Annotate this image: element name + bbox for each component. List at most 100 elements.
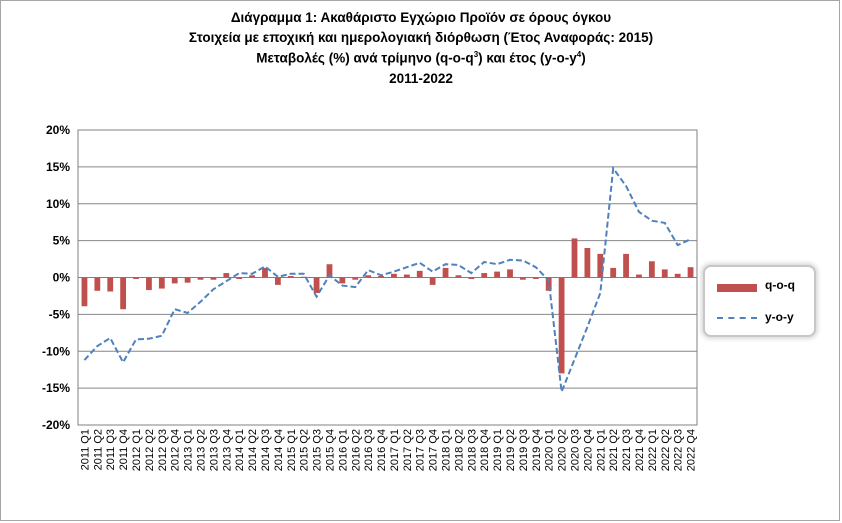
x-axis-ticks: 2011 Q1 2011 Q2 2011 Q3 2011 Q4 2012 Q1 2012 … [79, 429, 697, 471]
x-tick-label: 2022 Q3 [673, 429, 685, 471]
x-tick-label: 2011 Q4 [118, 429, 130, 470]
chart-title-line-3: Μεταβολές (%) ανά τρίμηνο (q-o-q3) και έ… [0, 50, 842, 66]
x-tick-label: 2014 Q2 [247, 429, 259, 471]
bar-q-o-q [352, 277, 359, 280]
x-tick-label: 2018 Q3 [466, 429, 478, 471]
x-tick-label: 2015 Q4 [324, 429, 336, 471]
legend: q-o-q y-o-y [703, 265, 816, 337]
bar-q-o-q [210, 277, 217, 280]
bar-q-o-q [365, 275, 372, 278]
y-tick-label: 5% [53, 234, 71, 248]
line-y-o-y [83, 165, 692, 393]
bar-series-q-o-q [81, 238, 694, 374]
bar-q-o-q [661, 269, 668, 278]
bar-q-o-q [442, 267, 449, 278]
x-tick-label: 2014 Q4 [273, 429, 285, 471]
x-tick-label: 2013 Q3 [208, 429, 220, 471]
y-tick-label: 10% [46, 197, 70, 211]
y-tick-label: -5% [49, 307, 71, 321]
x-tick-label: 2011 Q2 [92, 429, 104, 470]
title-line-3-post: ) [581, 50, 586, 66]
x-tick-label: 2015 Q2 [299, 429, 311, 471]
x-tick-label: 2022 Q1 [647, 429, 659, 471]
bar-q-o-q [520, 277, 526, 280]
y-tick-label: -20% [42, 418, 70, 432]
x-tick-label: 2020 Q4 [582, 429, 594, 471]
bar-q-o-q [262, 267, 268, 278]
bar-q-o-q [558, 277, 565, 374]
bar-q-o-q [236, 277, 243, 279]
bar-q-o-q [648, 261, 655, 278]
bar-q-o-q [674, 273, 681, 278]
x-tick-label: 2011 Q1 [79, 429, 91, 470]
plot-area-border [77, 129, 698, 426]
x-tick-label: 2012 Q3 [157, 429, 169, 471]
x-tick-label: 2021 Q1 [595, 429, 607, 471]
x-tick-label: 2021 Q4 [634, 429, 646, 471]
bar-q-o-q [416, 270, 423, 278]
x-tick-label: 2017 Q2 [402, 429, 414, 471]
x-tick-label: 2019 Q3 [518, 429, 530, 471]
x-tick-label: 2016 Q3 [363, 429, 375, 471]
bar-q-o-q [274, 277, 281, 285]
y-tick-label: 0% [53, 271, 71, 285]
title-sup-1: 3 [473, 50, 479, 59]
bar-q-o-q [623, 253, 629, 278]
x-tick-label: 2013 Q4 [221, 429, 233, 471]
x-tick-label: 2022 Q2 [660, 429, 672, 471]
x-tick-label: 2016 Q1 [337, 429, 349, 471]
bar-q-o-q [107, 277, 114, 292]
bar-q-o-q [184, 277, 191, 283]
bar-q-o-q [94, 277, 101, 291]
x-tick-label: 2012 Q4 [170, 429, 182, 471]
bar-q-o-q [146, 277, 152, 291]
x-tick-label: 2019 Q4 [531, 429, 543, 471]
legend-label-q-o-q: q-o-q [765, 278, 795, 292]
x-tick-label: 2019 Q2 [505, 429, 517, 471]
x-tick-label: 2020 Q3 [569, 429, 581, 471]
x-tick-label: 2018 Q1 [441, 429, 453, 471]
x-tick-label: 2017 Q3 [415, 429, 427, 471]
bar-q-o-q [133, 277, 139, 279]
bar-q-o-q [429, 277, 436, 285]
bar-q-o-q [494, 271, 501, 278]
x-tick-label: 2015 Q3 [312, 429, 324, 471]
bar-q-o-q [326, 264, 333, 278]
bar-q-o-q [120, 277, 127, 310]
bar-q-o-q [313, 277, 320, 293]
x-tick-label: 2015 Q1 [286, 429, 298, 471]
x-tick-label: 2014 Q3 [260, 429, 272, 471]
bar-q-o-q [532, 277, 539, 279]
y-axis-ticks: -20% -15% -10% -5% 0% 5% 10% 15% 20% [42, 123, 70, 432]
bar-q-o-q [158, 277, 165, 289]
legend-line-swatch [717, 317, 757, 319]
x-tick-label: 2014 Q1 [234, 429, 246, 471]
bar-q-o-q [287, 276, 294, 278]
chart-title-line-4: 2011-2022 [389, 71, 453, 86]
bar-q-o-q [339, 277, 346, 284]
bar-q-o-q [223, 273, 230, 278]
x-tick-label: 2013 Q1 [183, 429, 195, 471]
x-tick-label: 2019 Q1 [492, 429, 504, 471]
bar-q-o-q [597, 253, 604, 278]
x-tick-label: 2017 Q1 [389, 429, 401, 471]
bar-q-o-q [197, 277, 204, 280]
x-tick-label: 2011 Q3 [105, 429, 117, 470]
bar-q-o-q [481, 273, 488, 278]
legend-label-y-o-y: y-o-y [765, 310, 794, 324]
chart-title-line-1: Διάγραμμα 1: Ακαθάριστο Εγχώριο Προϊόν σ… [230, 10, 612, 25]
bar-q-o-q [378, 276, 384, 278]
bar-q-o-q [687, 267, 694, 278]
bar-q-o-q [571, 238, 578, 278]
y-tick-label: 20% [46, 123, 70, 137]
title-line-3-pre: Μεταβολές (%) ανά τρίμηνο (q-o-q [256, 50, 474, 66]
bar-q-o-q [545, 277, 552, 291]
title-sup-2: 4 [576, 50, 582, 59]
x-tick-label: 2013 Q2 [196, 429, 208, 471]
x-tick-label: 2020 Q1 [544, 429, 556, 471]
x-tick-label: 2021 Q2 [608, 429, 620, 471]
y-tick-label: 15% [46, 160, 70, 174]
x-tick-label: 2012 Q2 [144, 429, 156, 471]
y-tick-label: -10% [42, 344, 70, 358]
